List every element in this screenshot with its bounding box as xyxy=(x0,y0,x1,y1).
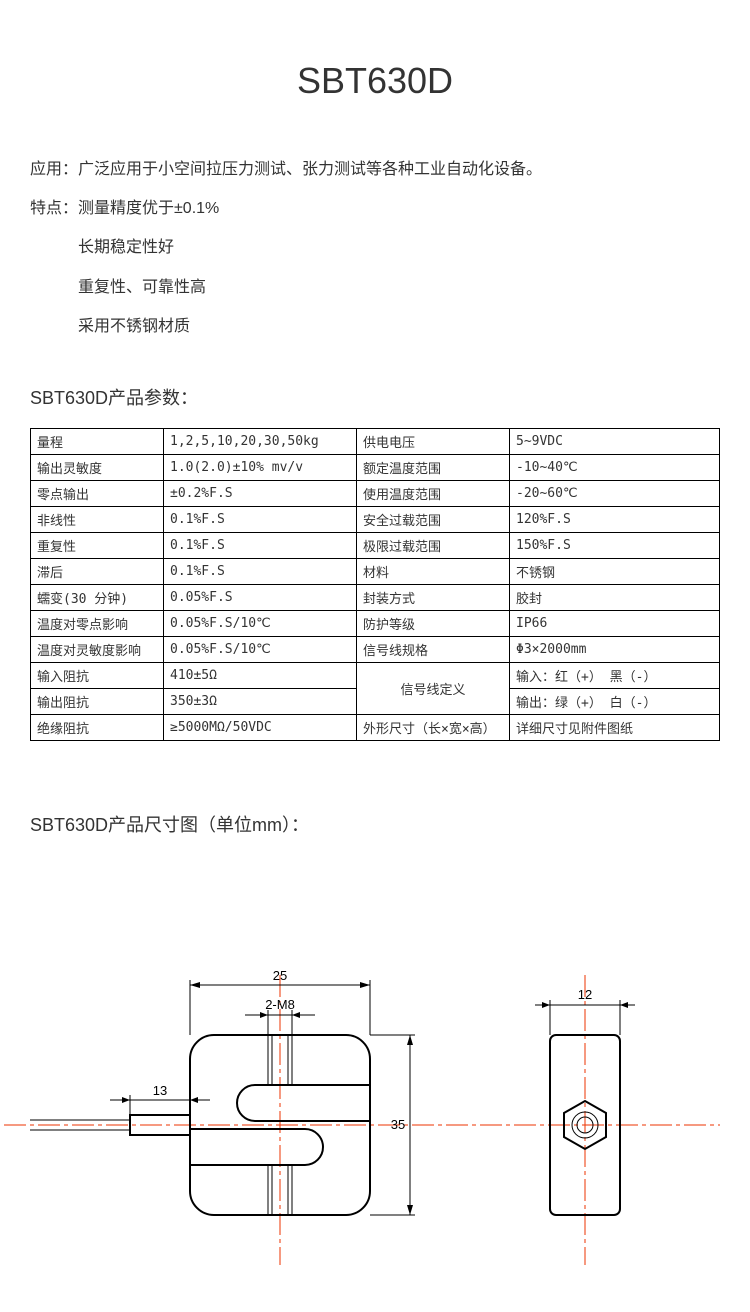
feature-4: 采用不锈钢材质 xyxy=(30,309,720,344)
spec-cell: 1.0(2.0)±10% mv/v xyxy=(164,454,357,480)
spec-table: 量程1,2,5,10,20,30,50kg供电电压5~9VDC输出灵敏度1.0(… xyxy=(30,428,720,741)
dim-2m8: 2-M8 xyxy=(265,997,295,1012)
spec-cell: 详细尺寸见附件图纸 xyxy=(510,714,720,740)
application-text: 广泛应用于小空间拉压力测试、张力测试等各种工业自动化设备。 xyxy=(78,161,542,178)
application-label: 应用： xyxy=(30,161,78,178)
application-line: 应用：广泛应用于小空间拉压力测试、张力测试等各种工业自动化设备。 xyxy=(30,152,720,187)
spec-cell: 0.05%F.S/10℃ xyxy=(164,636,357,662)
feature-2: 长期稳定性好 xyxy=(30,230,720,265)
spec-heading: SBT630D产品参数： xyxy=(30,384,720,410)
spec-cell: 胶封 xyxy=(510,584,720,610)
spec-cell: 350±3Ω xyxy=(164,688,357,714)
dim-35: 35 xyxy=(391,1117,405,1132)
spec-cell: 蠕变(30 分钟) xyxy=(31,584,164,610)
table-row: 绝缘阻抗≥5000MΩ/50VDC外形尺寸（长×宽×高）详细尺寸见附件图纸 xyxy=(31,714,720,740)
spec-cell: 输出阻抗 xyxy=(31,688,164,714)
spec-cell: 供电电压 xyxy=(357,428,510,454)
spec-cell: ≥5000MΩ/50VDC xyxy=(164,714,357,740)
table-row: 输出灵敏度1.0(2.0)±10% mv/v额定温度范围-10~40℃ xyxy=(31,454,720,480)
spec-cell: 重复性 xyxy=(31,532,164,558)
spec-cell: 绝缘阻抗 xyxy=(31,714,164,740)
spec-cell: 120%F.S xyxy=(510,506,720,532)
dim-25: 25 xyxy=(273,968,287,983)
feature-line-1: 特点：测量精度优于±0.1% xyxy=(30,191,720,226)
spec-cell: 信号线定义 xyxy=(357,662,510,714)
spec-cell: 材料 xyxy=(357,558,510,584)
spec-cell: 安全过载范围 xyxy=(357,506,510,532)
table-row: 蠕变(30 分钟)0.05%F.S封装方式胶封 xyxy=(31,584,720,610)
spec-cell: 零点输出 xyxy=(31,480,164,506)
spec-cell: 0.1%F.S xyxy=(164,506,357,532)
spec-cell: 防护等级 xyxy=(357,610,510,636)
spec-cell: Φ3×2000mm xyxy=(510,636,720,662)
spec-cell: 温度对零点影响 xyxy=(31,610,164,636)
spec-cell: 0.05%F.S/10℃ xyxy=(164,610,357,636)
dim-12: 12 xyxy=(578,987,592,1002)
spec-cell: 封装方式 xyxy=(357,584,510,610)
spec-cell: 输入：红（+） 黑（-） xyxy=(510,662,720,688)
feature-label: 特点： xyxy=(30,200,78,217)
spec-cell: IP66 xyxy=(510,610,720,636)
dim-13: 13 xyxy=(153,1083,167,1098)
spec-cell: 量程 xyxy=(31,428,164,454)
spec-cell: 0.1%F.S xyxy=(164,558,357,584)
spec-cell: 不锈钢 xyxy=(510,558,720,584)
spec-cell: 额定温度范围 xyxy=(357,454,510,480)
spec-cell: 滞后 xyxy=(31,558,164,584)
spec-cell: 输出灵敏度 xyxy=(31,454,164,480)
spec-cell: 非线性 xyxy=(31,506,164,532)
spec-cell: 0.1%F.S xyxy=(164,532,357,558)
spec-cell: 输入阻抗 xyxy=(31,662,164,688)
intro-block: 应用：广泛应用于小空间拉压力测试、张力测试等各种工业自动化设备。 特点：测量精度… xyxy=(30,152,720,344)
spec-cell: 信号线规格 xyxy=(357,636,510,662)
feature-1: 测量精度优于±0.1% xyxy=(78,200,219,217)
spec-cell: ±0.2%F.S xyxy=(164,480,357,506)
dimension-heading: SBT630D产品尺寸图（单位mm）： xyxy=(30,811,720,837)
table-row: 输入阻抗410±5Ω信号线定义输入：红（+） 黑（-） xyxy=(31,662,720,688)
product-title: SBT630D xyxy=(30,60,720,102)
spec-cell: 输出：绿（+） 白（-） xyxy=(510,688,720,714)
spec-cell: 外形尺寸（长×宽×高） xyxy=(357,714,510,740)
table-row: 非线性0.1%F.S安全过载范围120%F.S xyxy=(31,506,720,532)
spec-cell: 1,2,5,10,20,30,50kg xyxy=(164,428,357,454)
table-row: 零点输出±0.2%F.S使用温度范围-20~60℃ xyxy=(31,480,720,506)
spec-cell: 0.05%F.S xyxy=(164,584,357,610)
spec-cell: 使用温度范围 xyxy=(357,480,510,506)
spec-cell: 极限过载范围 xyxy=(357,532,510,558)
spec-cell: 410±5Ω xyxy=(164,662,357,688)
spec-cell: 温度对灵敏度影响 xyxy=(31,636,164,662)
dimension-drawing: 25 2-M8 13 35 xyxy=(0,935,720,1265)
feature-3: 重复性、可靠性高 xyxy=(30,270,720,305)
spec-cell: -10~40℃ xyxy=(510,454,720,480)
table-row: 滞后0.1%F.S材料不锈钢 xyxy=(31,558,720,584)
table-row: 温度对零点影响0.05%F.S/10℃防护等级IP66 xyxy=(31,610,720,636)
table-row: 温度对灵敏度影响0.05%F.S/10℃信号线规格Φ3×2000mm xyxy=(31,636,720,662)
table-row: 重复性0.1%F.S极限过载范围150%F.S xyxy=(31,532,720,558)
spec-cell: 5~9VDC xyxy=(510,428,720,454)
table-row: 量程1,2,5,10,20,30,50kg供电电压5~9VDC xyxy=(31,428,720,454)
spec-cell: 150%F.S xyxy=(510,532,720,558)
spec-cell: -20~60℃ xyxy=(510,480,720,506)
